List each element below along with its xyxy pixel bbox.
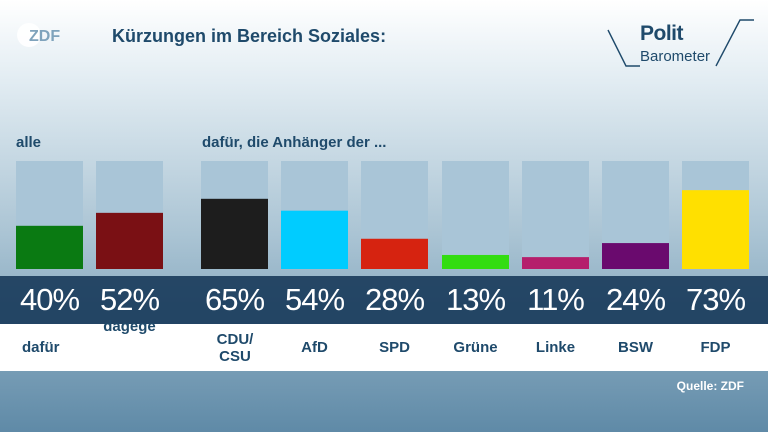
bar <box>281 210 348 269</box>
value-label: 24% <box>605 282 666 317</box>
value-label: 40% <box>19 282 80 317</box>
category-label: SPD <box>379 339 410 356</box>
politbarometer-logo: Polit Barometer <box>604 16 756 74</box>
section-label-all: alle <box>16 134 42 151</box>
category-label: Grüne <box>453 339 498 356</box>
bar <box>602 243 669 269</box>
category-label: BSW <box>618 339 653 356</box>
category-label: AfD <box>301 339 328 356</box>
category-label: FDP <box>700 339 731 356</box>
value-label: 28% <box>364 282 425 317</box>
value-label: 52% <box>99 282 160 317</box>
value-label: 65% <box>204 282 265 317</box>
section-label-supporters: dafür, die Anhänger der ... <box>202 134 387 151</box>
category-label: dafür <box>22 339 60 356</box>
bar <box>522 257 589 269</box>
bar <box>96 212 163 269</box>
category-label: CDU/ CSU <box>216 330 254 365</box>
percentage-band <box>0 276 768 324</box>
source-note: Quelle: ZDF <box>676 379 744 393</box>
brand-name-line1: Polit <box>640 22 684 45</box>
category-label-band <box>0 324 768 371</box>
barometer-curve-icon <box>607 19 754 67</box>
category-label: dagege <box>103 318 156 335</box>
bar <box>361 238 428 269</box>
value-label: 54% <box>284 282 345 317</box>
bar <box>442 254 509 269</box>
bar-track <box>442 161 509 269</box>
value-label: 11% <box>527 282 585 317</box>
bar-track <box>522 161 589 269</box>
brand-name-line2: Barometer <box>640 48 711 65</box>
zdf-logo: ZDF <box>17 23 60 47</box>
bar <box>16 225 83 269</box>
bar <box>201 198 268 269</box>
bar <box>682 190 749 269</box>
category-label: Linke <box>535 339 576 356</box>
value-label: 13% <box>445 282 506 317</box>
logo-text: ZDF <box>29 28 60 45</box>
value-label: 73% <box>685 282 746 317</box>
page-title: Kürzungen im Bereich Soziales: <box>112 26 387 46</box>
